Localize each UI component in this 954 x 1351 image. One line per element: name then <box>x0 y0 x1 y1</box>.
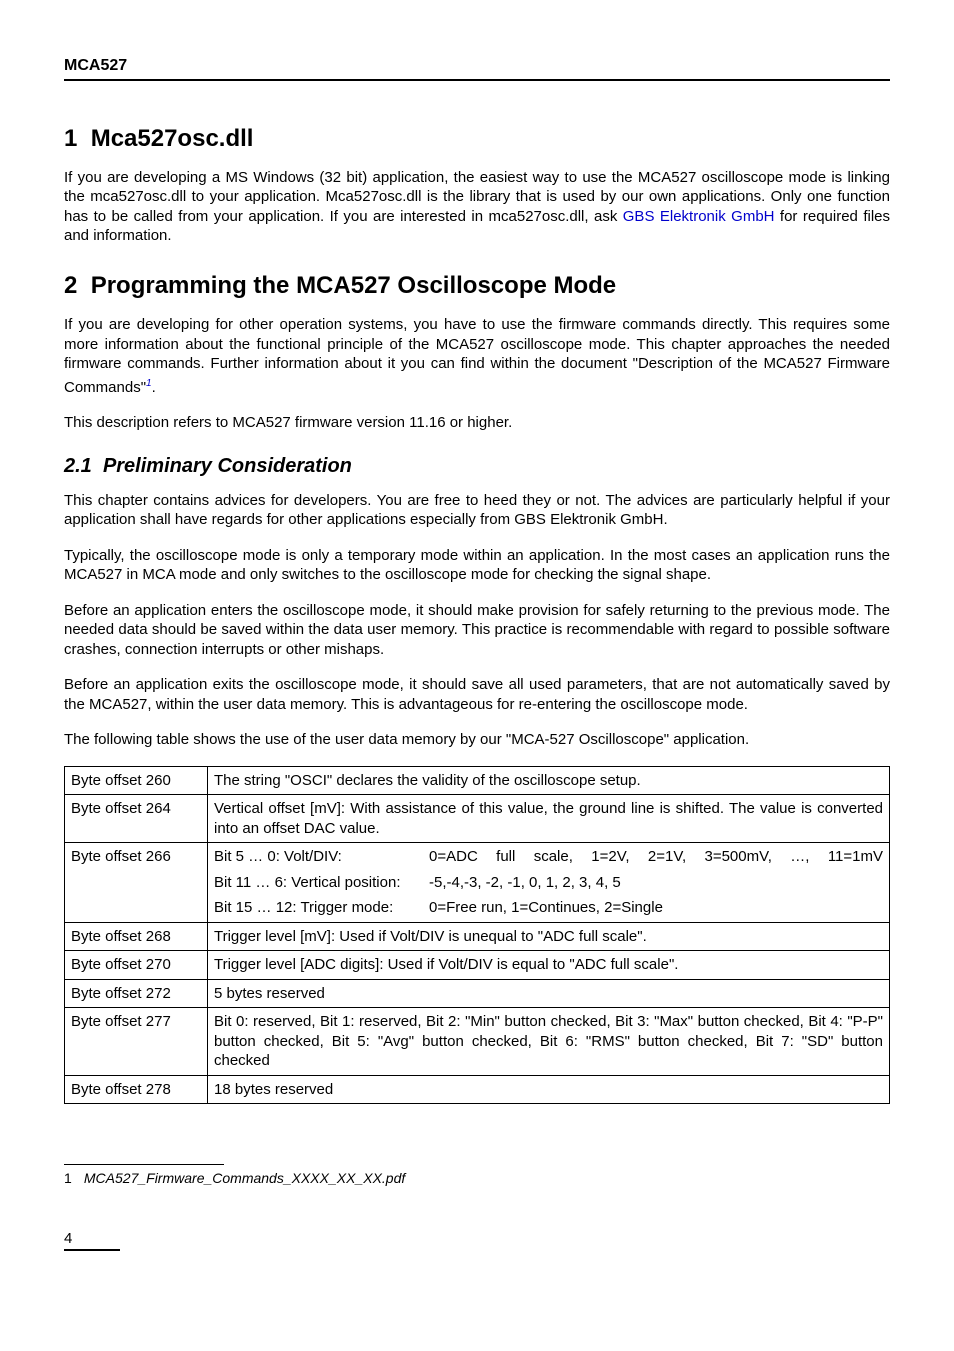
bit-value: -5,-4,-3, -2, -1, 0, 1, 2, 3, 4, 5 <box>429 873 883 893</box>
section-2-title: Programming the MCA527 Oscilloscope Mode <box>91 272 616 299</box>
footnote: 1 MCA527_Firmware_Commands_XXXX_XX_XX.pd… <box>64 1169 890 1187</box>
section-2-1-paragraph-4: Before an application exits the oscillos… <box>64 675 890 714</box>
table-key-cell: Byte offset 278 <box>65 1075 208 1104</box>
page-number-wrap: 4 <box>64 1229 890 1251</box>
section-2-1-number: 2.1 <box>64 455 92 477</box>
section-1-title: Mca527osc.dll <box>91 125 254 152</box>
table-key-cell: Byte offset 266 <box>65 843 208 923</box>
table-value-cell: Trigger level [ADC digits]: Used if Volt… <box>208 951 890 980</box>
table-value-cell: The string "OSCI" declares the validity … <box>208 766 890 795</box>
bit-value: 0=Free run, 1=Continues, 2=Single <box>429 898 883 918</box>
section-1-number: 1 <box>64 125 77 152</box>
table-row: Byte offset 268Trigger level [mV]: Used … <box>65 922 890 951</box>
header-title: MCA527 <box>64 57 127 74</box>
section-2-1-paragraph-1: This chapter contains advices for develo… <box>64 491 890 530</box>
section-2-heading: 2 Programming the MCA527 Oscilloscope Mo… <box>64 270 890 301</box>
table-value-cell: 5 bytes reserved <box>208 979 890 1008</box>
table-value-cell: Vertical offset [mV]: With assistance of… <box>208 795 890 843</box>
table-row: Byte offset 27818 bytes reserved <box>65 1075 890 1104</box>
section-2-paragraph-2: This description refers to MCA527 firmwa… <box>64 413 890 433</box>
table-key-cell: Byte offset 270 <box>65 951 208 980</box>
table-key-cell: Byte offset 277 <box>65 1008 208 1076</box>
document-header: MCA527 <box>64 56 890 81</box>
table-row: Byte offset 264Vertical offset [mV]: Wit… <box>65 795 890 843</box>
section-2-number: 2 <box>64 272 77 299</box>
table-row: Byte offset 2725 bytes reserved <box>65 979 890 1008</box>
section-2-text-b: . <box>152 379 156 396</box>
section-2-1-paragraph-2: Typically, the oscilloscope mode is only… <box>64 546 890 585</box>
section-2-paragraph-1: If you are developing for other operatio… <box>64 315 890 397</box>
bit-label: Bit 15 … 12: Trigger mode: <box>214 898 429 918</box>
section-2-1-paragraph-5: The following table shows the use of the… <box>64 730 890 750</box>
section-2-1-heading: 2.1 Preliminary Consideration <box>64 453 890 479</box>
table-row: Byte offset 277Bit 0: reserved, Bit 1: r… <box>65 1008 890 1076</box>
table-key-cell: Byte offset 272 <box>65 979 208 1008</box>
page-number: 4 <box>64 1229 120 1251</box>
bit-value: 0=ADC full scale, 1=2V, 2=1V, 3=500mV, …… <box>429 847 883 867</box>
table-value-cell: Trigger level [mV]: Used if Volt/DIV is … <box>208 922 890 951</box>
bit-label: Bit 5 … 0: Volt/DIV: <box>214 847 429 867</box>
gbs-link[interactable]: GBS Elektronik GmbH <box>623 208 775 225</box>
section-2-1-title: Preliminary Consideration <box>103 455 352 477</box>
table-row: Byte offset 266 Bit 5 … 0: Volt/DIV:0=ADC… <box>65 843 890 923</box>
table-key-cell: Byte offset 260 <box>65 766 208 795</box>
table-key-cell: Byte offset 268 <box>65 922 208 951</box>
section-1-paragraph: If you are developing a MS Windows (32 b… <box>64 168 890 246</box>
footnote-rule <box>64 1164 224 1165</box>
section-1-heading: 1 Mca527osc.dll <box>64 123 890 154</box>
section-2-text-a: If you are developing for other operatio… <box>64 316 890 396</box>
table-value-cell: Bit 5 … 0: Volt/DIV:0=ADC full scale, 1=… <box>208 843 890 923</box>
bit-line: Bit 11 … 6: Vertical position:-5,-4,-3, … <box>214 873 883 893</box>
table-value-cell: Bit 0: reserved, Bit 1: reserved, Bit 2:… <box>208 1008 890 1076</box>
section-2-1-paragraph-3: Before an application enters the oscillo… <box>64 601 890 660</box>
table-key-cell: Byte offset 264 <box>65 795 208 843</box>
bit-label: Bit 11 … 6: Vertical position: <box>214 873 429 893</box>
user-data-memory-table: Byte offset 260The string "OSCI" declare… <box>64 766 890 1105</box>
footnote-text: MCA527_Firmware_Commands_XXXX_XX_XX.pdf <box>84 1170 405 1186</box>
bit-line: Bit 15 … 12: Trigger mode:0=Free run, 1=… <box>214 898 883 918</box>
bit-line: Bit 5 … 0: Volt/DIV:0=ADC full scale, 1=… <box>214 847 883 867</box>
footnote-number: 1 <box>64 1169 80 1187</box>
table-value-cell: 18 bytes reserved <box>208 1075 890 1104</box>
table-row: Byte offset 260The string "OSCI" declare… <box>65 766 890 795</box>
table-row: Byte offset 270Trigger level [ADC digits… <box>65 951 890 980</box>
